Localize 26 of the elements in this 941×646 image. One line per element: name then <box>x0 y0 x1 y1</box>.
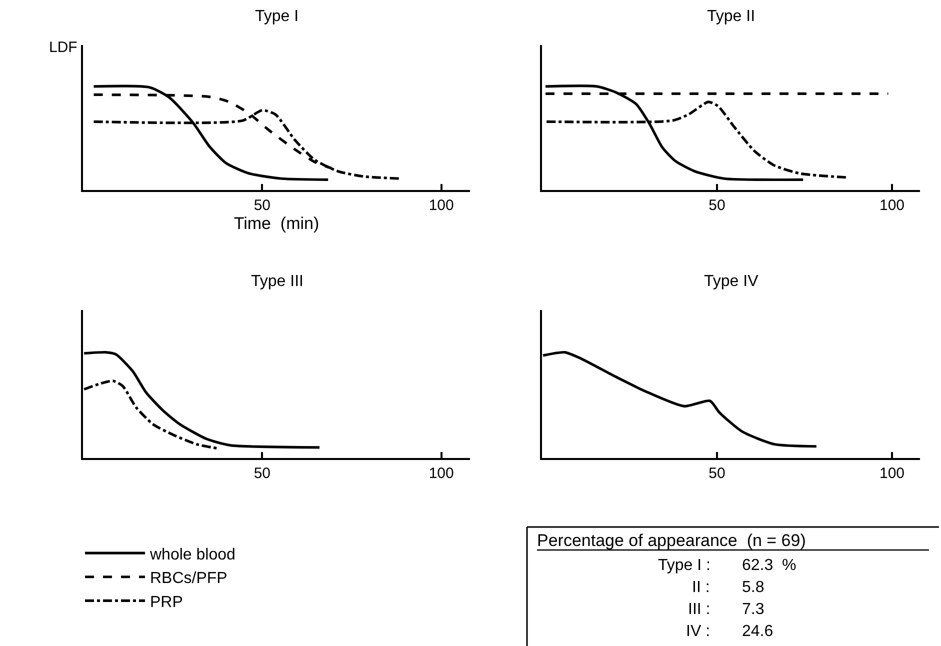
text: III : <box>688 601 710 618</box>
x-tick-label: 50 <box>254 465 271 482</box>
chart-title: Type III <box>251 273 304 290</box>
x-tick-label: 50 <box>708 197 726 214</box>
x-tick-label: 50 <box>254 197 271 214</box>
legend-label: RBCs/PFP <box>150 570 228 588</box>
x-tick-label: 100 <box>428 197 454 214</box>
chart-title: Type IV <box>704 273 759 290</box>
text: II : <box>692 579 710 596</box>
chart-title: Type I <box>255 8 299 25</box>
legend-label: PRP <box>150 594 183 611</box>
text: IV : <box>686 623 710 640</box>
x-tick-label: 100 <box>879 465 905 482</box>
text: 5.8 <box>742 579 764 596</box>
chart-title: Type II <box>707 8 756 25</box>
y-axis-title: LDF <box>49 39 78 56</box>
text: Percentage of appearance (n = 69) <box>537 531 806 550</box>
x-tick-label: 100 <box>879 197 905 214</box>
text: 7.3 <box>742 601 764 618</box>
x-tick-label: 100 <box>428 465 454 482</box>
text: Type I : <box>658 557 710 574</box>
x-tick-label: 50 <box>708 465 726 482</box>
legend-label: whole blood <box>148 546 236 564</box>
x-axis-title: Time (min) <box>234 214 320 233</box>
text: 62.3 % <box>742 557 796 574</box>
text: 24.6 <box>742 623 774 640</box>
